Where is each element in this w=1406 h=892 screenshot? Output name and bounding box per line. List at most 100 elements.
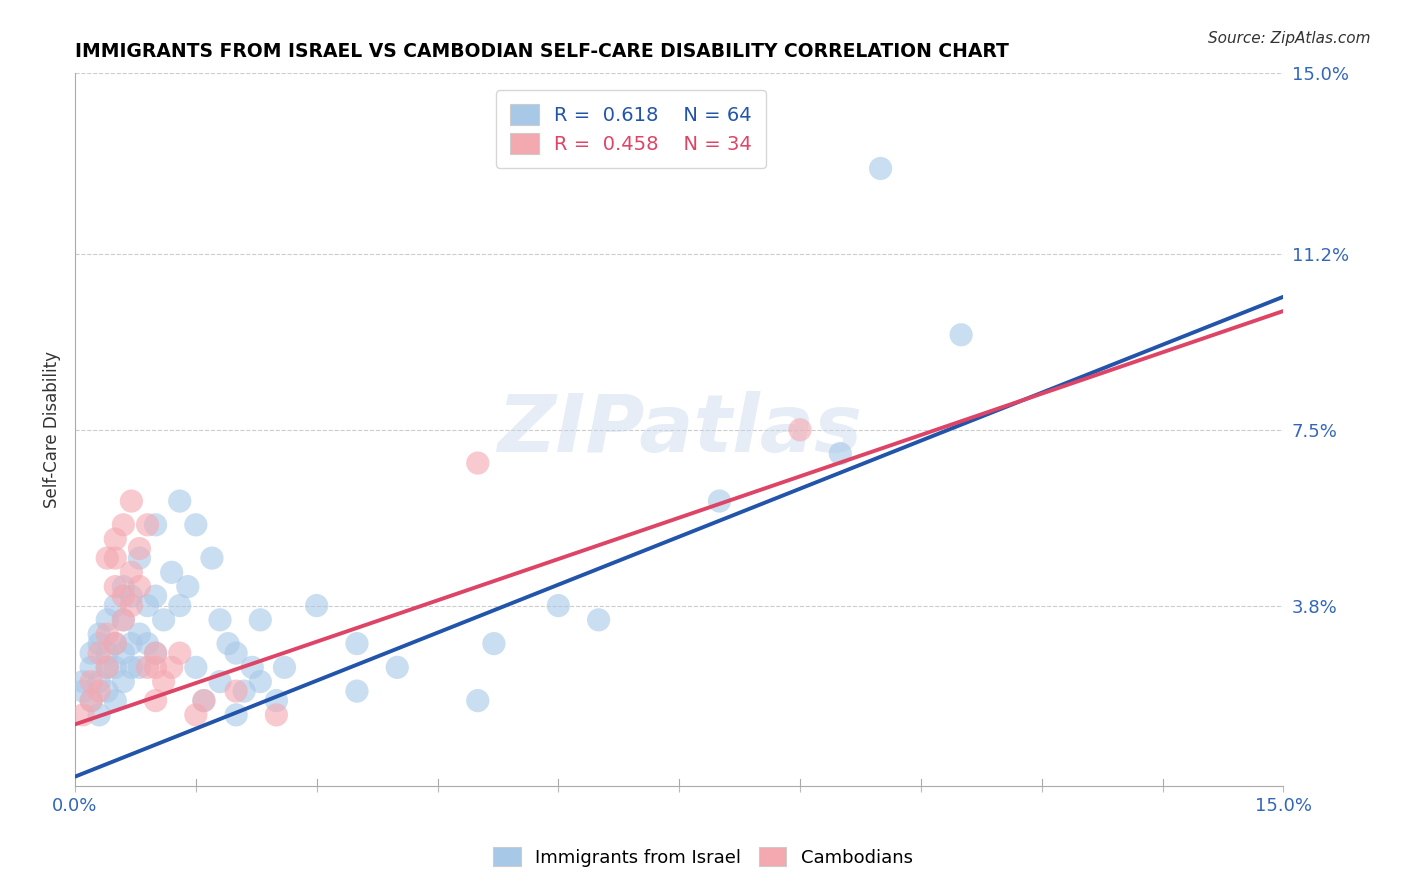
Point xyxy=(112,580,135,594)
Point xyxy=(72,674,94,689)
Point xyxy=(89,684,111,698)
Point xyxy=(104,660,127,674)
Point xyxy=(128,627,150,641)
Point xyxy=(249,613,271,627)
Point xyxy=(145,517,167,532)
Point xyxy=(193,693,215,707)
Point xyxy=(120,566,142,580)
Point xyxy=(547,599,569,613)
Text: Source: ZipAtlas.com: Source: ZipAtlas.com xyxy=(1208,31,1371,46)
Point xyxy=(112,674,135,689)
Point xyxy=(89,627,111,641)
Point xyxy=(160,566,183,580)
Point xyxy=(184,517,207,532)
Point xyxy=(217,637,239,651)
Point xyxy=(249,674,271,689)
Point xyxy=(89,637,111,651)
Point xyxy=(789,423,811,437)
Point xyxy=(467,693,489,707)
Point xyxy=(104,532,127,546)
Point xyxy=(305,599,328,613)
Point xyxy=(177,580,200,594)
Point xyxy=(112,613,135,627)
Point xyxy=(346,637,368,651)
Point xyxy=(266,707,288,722)
Point xyxy=(225,684,247,698)
Point xyxy=(136,599,159,613)
Point xyxy=(869,161,891,176)
Point xyxy=(208,613,231,627)
Point xyxy=(225,707,247,722)
Point xyxy=(104,693,127,707)
Point xyxy=(160,660,183,674)
Point xyxy=(201,551,224,566)
Point xyxy=(80,693,103,707)
Point xyxy=(96,646,118,660)
Point xyxy=(104,599,127,613)
Point xyxy=(112,517,135,532)
Point xyxy=(80,674,103,689)
Point xyxy=(184,707,207,722)
Point xyxy=(80,646,103,660)
Point xyxy=(104,551,127,566)
Point xyxy=(482,637,505,651)
Point xyxy=(89,674,111,689)
Point xyxy=(120,660,142,674)
Legend: Immigrants from Israel, Cambodians: Immigrants from Israel, Cambodians xyxy=(486,840,920,874)
Point xyxy=(830,446,852,460)
Y-axis label: Self-Care Disability: Self-Care Disability xyxy=(44,351,60,508)
Point xyxy=(136,660,159,674)
Point xyxy=(72,684,94,698)
Point xyxy=(193,693,215,707)
Point xyxy=(96,660,118,674)
Point xyxy=(169,494,191,508)
Point xyxy=(145,693,167,707)
Point xyxy=(169,599,191,613)
Point xyxy=(96,660,118,674)
Point xyxy=(145,660,167,674)
Point xyxy=(387,660,409,674)
Point xyxy=(225,646,247,660)
Point xyxy=(96,684,118,698)
Point xyxy=(240,660,263,674)
Point xyxy=(467,456,489,470)
Point xyxy=(80,693,103,707)
Point xyxy=(233,684,256,698)
Point xyxy=(120,637,142,651)
Point xyxy=(266,693,288,707)
Point xyxy=(145,589,167,603)
Point xyxy=(145,646,167,660)
Point xyxy=(136,517,159,532)
Point xyxy=(136,637,159,651)
Point xyxy=(128,580,150,594)
Point xyxy=(120,589,142,603)
Point xyxy=(169,646,191,660)
Point xyxy=(80,660,103,674)
Point xyxy=(950,327,973,342)
Text: ZIPatlas: ZIPatlas xyxy=(496,391,862,469)
Point xyxy=(208,674,231,689)
Point xyxy=(96,613,118,627)
Point xyxy=(104,580,127,594)
Point xyxy=(72,707,94,722)
Point xyxy=(112,589,135,603)
Point xyxy=(152,674,174,689)
Point xyxy=(112,646,135,660)
Point xyxy=(346,684,368,698)
Legend: R =  0.618    N = 64, R =  0.458    N = 34: R = 0.618 N = 64, R = 0.458 N = 34 xyxy=(496,90,766,168)
Point xyxy=(89,646,111,660)
Point xyxy=(709,494,731,508)
Point xyxy=(152,613,174,627)
Point xyxy=(120,599,142,613)
Point xyxy=(104,637,127,651)
Point xyxy=(128,551,150,566)
Point xyxy=(104,637,127,651)
Point xyxy=(89,707,111,722)
Text: IMMIGRANTS FROM ISRAEL VS CAMBODIAN SELF-CARE DISABILITY CORRELATION CHART: IMMIGRANTS FROM ISRAEL VS CAMBODIAN SELF… xyxy=(75,42,1010,61)
Point xyxy=(273,660,295,674)
Point xyxy=(96,627,118,641)
Point xyxy=(128,541,150,556)
Point xyxy=(120,494,142,508)
Point xyxy=(184,660,207,674)
Point xyxy=(588,613,610,627)
